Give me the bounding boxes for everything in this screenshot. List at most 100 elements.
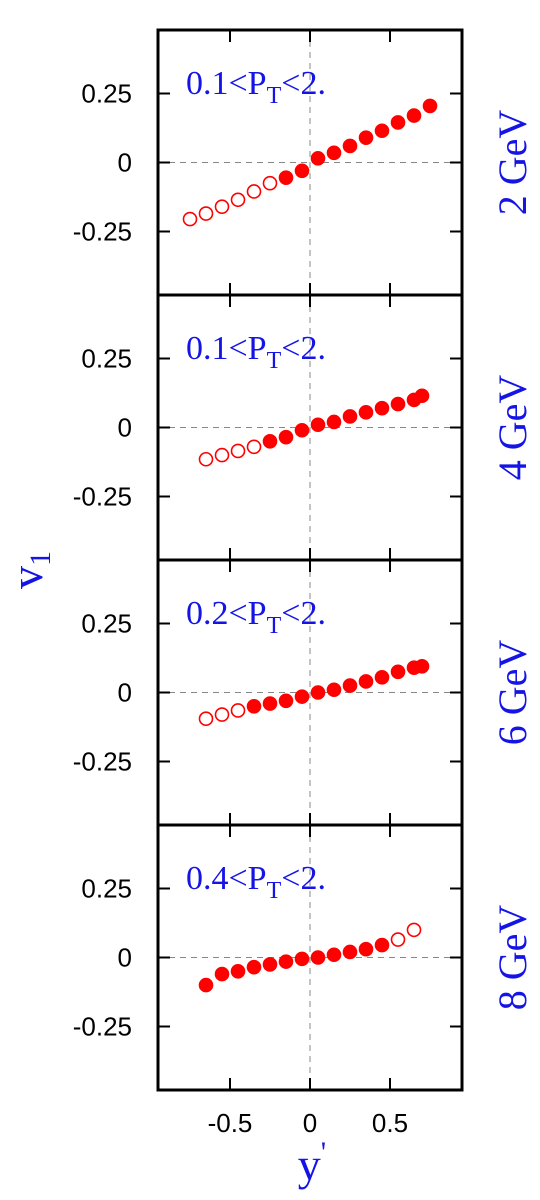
data-point-filled: [326, 682, 342, 698]
data-point-filled: [246, 959, 262, 975]
y-tick-label: -0.25: [73, 1012, 132, 1042]
data-point-filled: [358, 130, 374, 145]
data-point-filled: [374, 123, 390, 139]
data-point-open: [214, 707, 230, 722]
data-point-filled: [310, 417, 326, 433]
y-axis-label-subscript: 1: [24, 551, 57, 566]
data-point-filled: [310, 151, 326, 166]
y-tick-label: 0: [118, 148, 132, 178]
x-tick-label: 0.5: [372, 1108, 408, 1138]
panel-1: 0.25 0 -0.25 0.1<PT<2. 2 GeV: [73, 28, 535, 297]
panel-3: 0.25 0 -0.25 0.2<PT<2. 6 GeV: [73, 558, 535, 827]
data-point-filled: [262, 434, 278, 449]
panels-layer: 0.250-0.250.1<PT<2.2 GeV0.250-0.250.1<PT…: [73, 28, 535, 1138]
data-point-open: [406, 922, 422, 938]
pt-range-tail: <2.: [281, 595, 326, 632]
data-point-filled: [246, 699, 262, 714]
data-point-filled: [294, 689, 310, 704]
data-point-filled: [406, 108, 422, 123]
data-point-filled: [358, 674, 374, 689]
pt-range-text: 0.1<P: [186, 65, 267, 102]
pt-range-text: 0.1<P: [186, 330, 267, 367]
data-point-open: [230, 703, 246, 718]
y-tick-label: -0.25: [73, 482, 132, 512]
data-point-open: [246, 184, 262, 199]
pt-range-text: 0.2<P: [186, 595, 267, 632]
data-point-filled: [310, 950, 326, 965]
pt-range-text: 0.4<P: [186, 860, 267, 897]
pt-range-tail: <2.: [281, 860, 326, 897]
y-tick-label: 0: [118, 943, 132, 973]
y-tick-label: -0.25: [73, 217, 132, 247]
pt-range-label: 0.2<PT<2.: [186, 595, 326, 639]
y-tick-label: 0.25: [81, 78, 132, 108]
data-point-filled: [214, 966, 230, 982]
data-point-filled: [390, 115, 406, 130]
data-point-filled: [374, 937, 390, 953]
data-point-filled: [198, 977, 214, 993]
data-point-open: [262, 175, 278, 191]
energy-label: 8 GeV: [490, 905, 535, 1011]
data-point-open: [198, 206, 214, 221]
y-tick-label: 0: [118, 678, 132, 708]
data-point-filled: [414, 658, 430, 674]
data-point-filled: [390, 664, 406, 680]
y-tick-label: 0: [118, 413, 132, 443]
data-point-filled: [294, 163, 310, 179]
data-point-filled: [390, 396, 406, 412]
pt-range-label: 0.4<PT<2.: [186, 860, 326, 904]
data-point-filled: [342, 944, 358, 960]
y-axis-label-symbol: v: [1, 566, 52, 589]
data-point-filled: [278, 429, 294, 445]
pt-range-subscript: T: [267, 348, 282, 374]
x-tick-label: -0.5: [208, 1108, 253, 1138]
data-point-filled: [358, 405, 374, 420]
data-point-filled: [294, 951, 310, 967]
data-point-open: [390, 932, 406, 947]
data-point-filled: [310, 685, 326, 700]
data-point-filled: [374, 670, 390, 685]
data-point-filled: [326, 414, 342, 430]
y-tick-label: 0.25: [81, 873, 132, 903]
y-tick-label: -0.25: [73, 747, 132, 777]
data-point-filled: [422, 98, 438, 114]
pt-range-tail: <2.: [281, 330, 326, 367]
energy-label: 6 GeV: [490, 640, 535, 746]
data-point-filled: [278, 170, 294, 185]
y-axis-label: v1: [1, 551, 57, 589]
data-point-open: [230, 443, 246, 459]
pt-range-subscript: T: [267, 613, 282, 639]
data-point-open: [230, 192, 246, 208]
data-point-filled: [262, 696, 278, 711]
data-point-filled: [326, 145, 342, 161]
data-point-open: [214, 199, 230, 214]
energy-label: 4 GeV: [490, 375, 535, 481]
pt-range-label: 0.1<PT<2.: [186, 65, 326, 109]
energy-label: 2 GeV: [490, 110, 535, 216]
data-point-filled: [278, 954, 294, 969]
pt-range-label: 0.1<PT<2.: [186, 330, 326, 374]
data-point-open: [198, 711, 214, 727]
x-tick-label: 0: [303, 1108, 317, 1138]
pt-range-subscript: T: [267, 878, 282, 904]
data-point-filled: [342, 409, 358, 424]
data-point-filled: [358, 941, 374, 957]
y-tick-label: 0.25: [81, 343, 132, 373]
x-axis-label-symbol: y: [298, 1139, 321, 1190]
data-point-open: [198, 451, 214, 467]
data-point-open: [182, 211, 198, 227]
panel-4: 0.25 0 -0.25 0.4<PT<2. 8 GeV: [73, 823, 535, 1092]
data-point-filled: [278, 693, 294, 709]
x-axis-label: y': [298, 1136, 326, 1190]
pt-range-tail: <2.: [281, 65, 326, 102]
pt-range-subscript: T: [267, 83, 282, 109]
data-point-filled: [326, 947, 342, 963]
data-point-open: [214, 447, 230, 463]
y-tick-label: 0.25: [81, 608, 132, 638]
data-point-filled: [294, 422, 310, 438]
data-point-filled: [342, 138, 358, 154]
data-point-filled: [374, 400, 390, 416]
data-point-filled: [342, 678, 358, 693]
data-point-open: [246, 439, 262, 455]
